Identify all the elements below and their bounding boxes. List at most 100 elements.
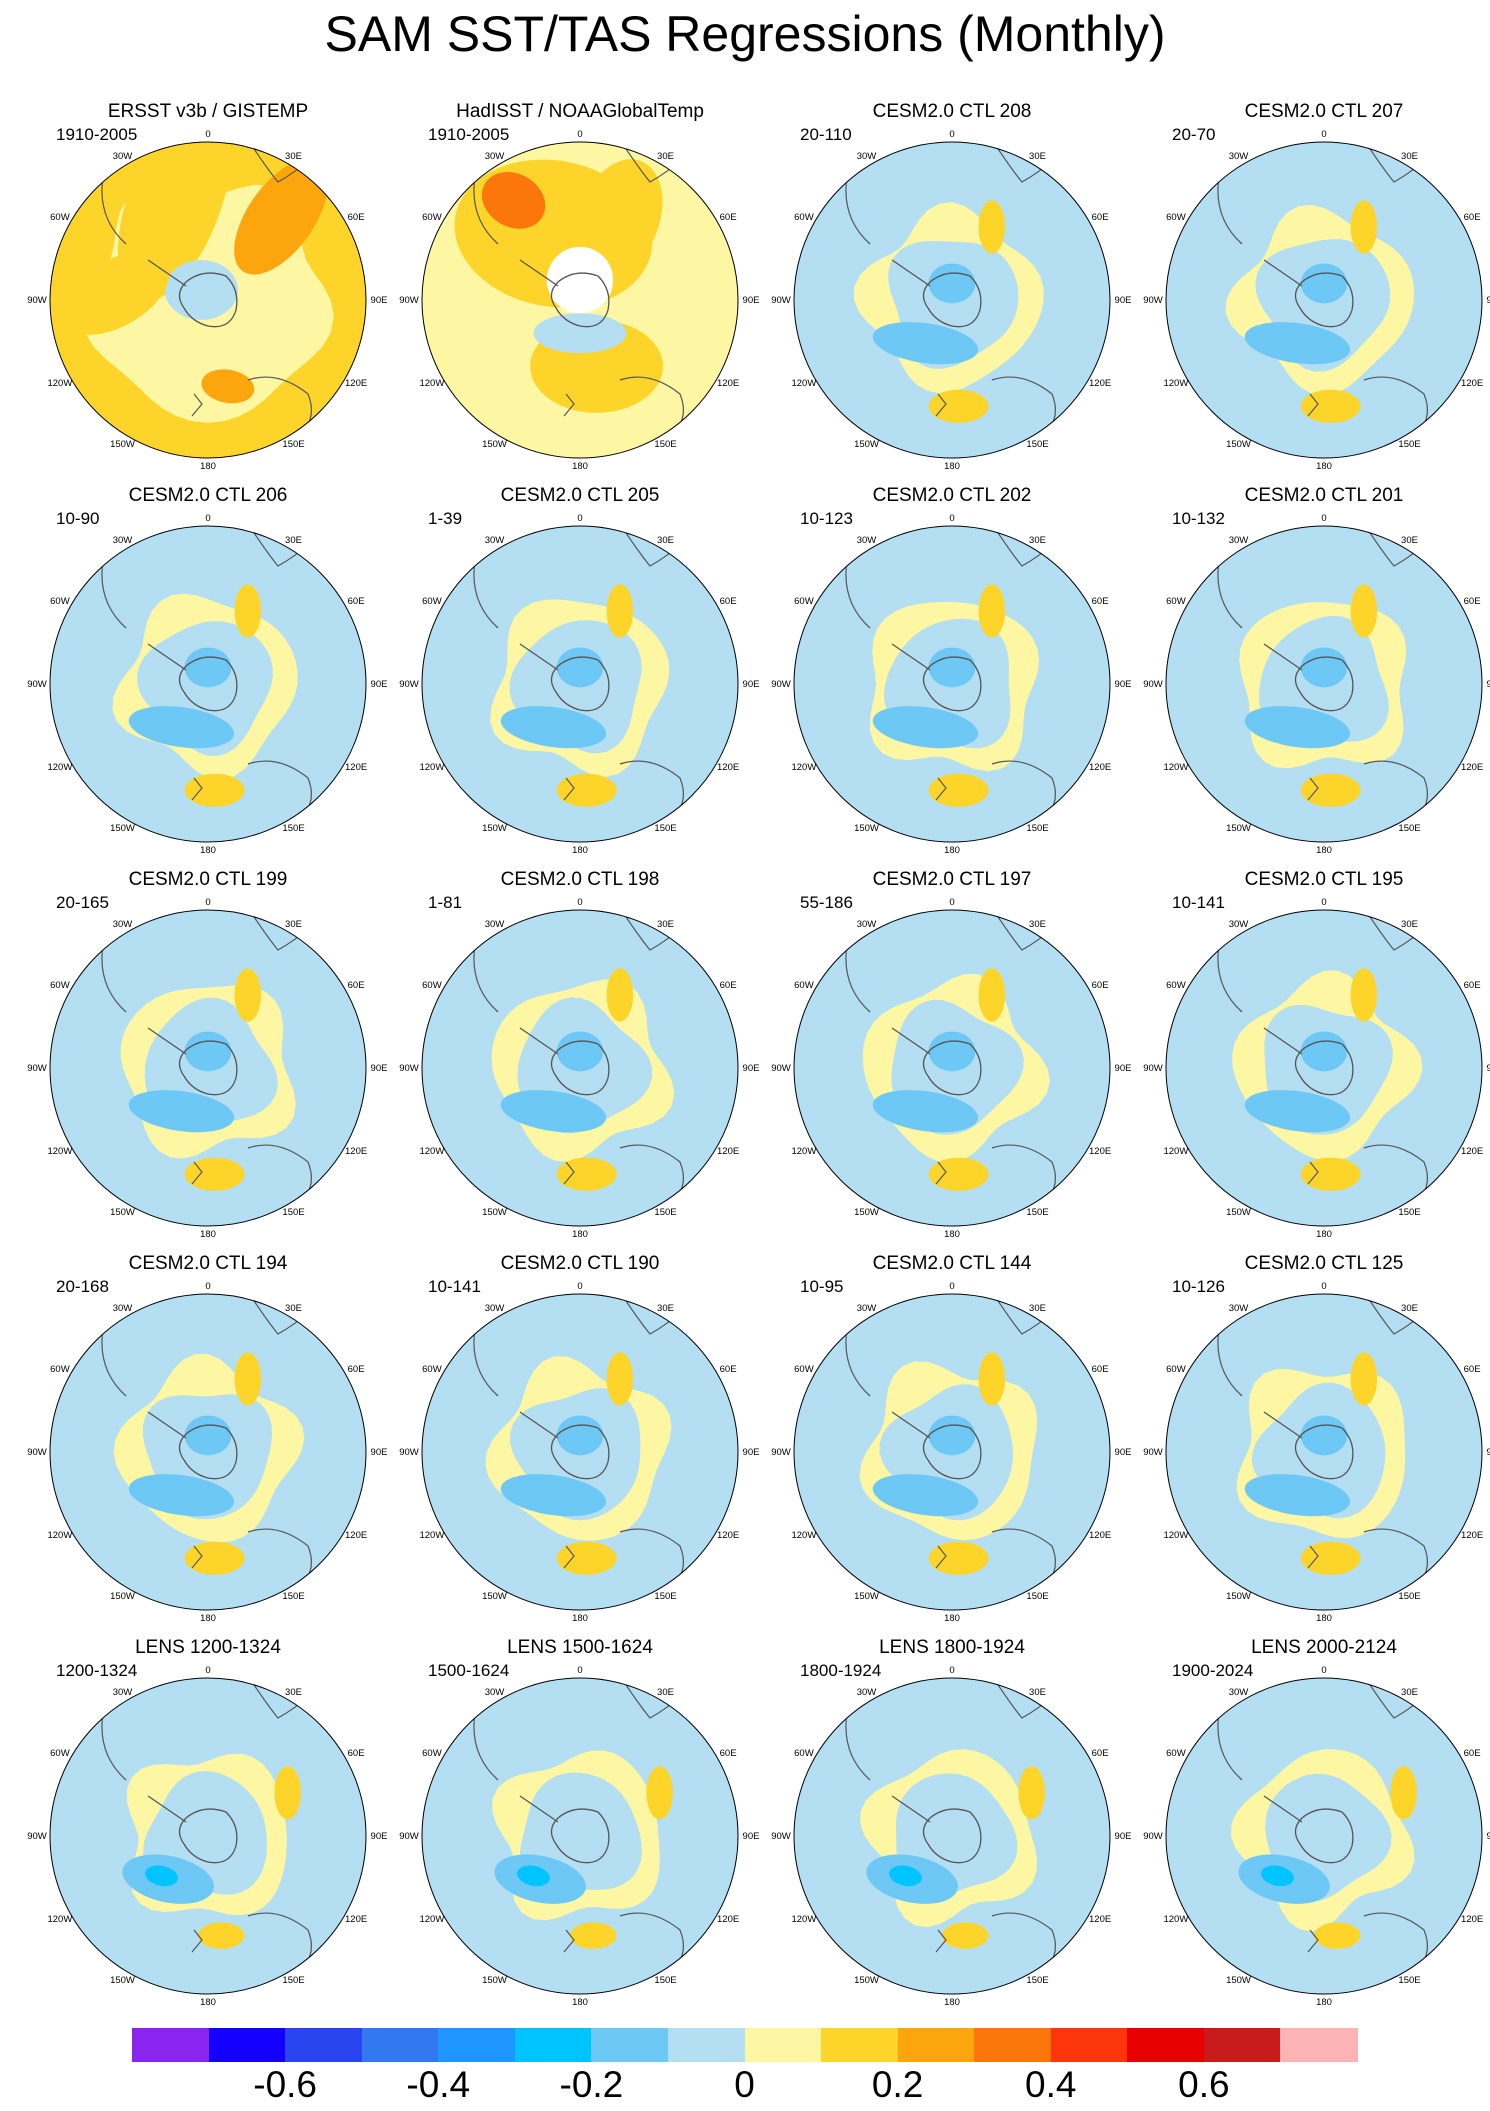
new-zealand-coastline: [191, 393, 203, 417]
longitude-label: 180: [572, 1997, 588, 2008]
longitude-label: 180: [1316, 1997, 1332, 2008]
longitude-label: 30E: [657, 1687, 674, 1698]
colorbar-swatch: [1203, 2028, 1281, 2062]
antarctica-coastline: [1263, 1795, 1354, 1864]
longitude-label: 150W: [482, 1591, 507, 1602]
panel-title: CESM2.0 CTL 190: [500, 1253, 660, 1274]
longitude-label: 180: [572, 845, 588, 856]
longitude-label: 180: [1316, 845, 1332, 856]
longitude-label: 90E: [371, 295, 388, 306]
longitude-label: 90E: [1115, 1063, 1132, 1074]
contour-region: [1350, 584, 1378, 638]
colorbar: -0.6 -0.4 -0.2 0 0.2 0.4 0.6: [132, 2028, 1358, 2108]
longitude-label: 0: [205, 1281, 210, 1292]
longitude-label: 30W: [485, 919, 505, 930]
contour-region: [184, 1415, 232, 1456]
panel-years: 10-123: [800, 509, 853, 528]
antarctica-coastline: [519, 259, 610, 328]
new-zealand-coastline: [1307, 1929, 1319, 1953]
anomaly-field: [422, 1294, 738, 1610]
antarctica-coastline: [519, 643, 610, 712]
longitude-label: 30E: [1401, 1687, 1418, 1698]
longitude-label: 90E: [1115, 1831, 1132, 1842]
longitude-label: 120W: [1163, 378, 1188, 389]
longitude-label: 150E: [1398, 1207, 1420, 1218]
longitude-label: 150W: [110, 1207, 135, 1218]
contour-region: [556, 1415, 604, 1456]
longitude-label: 90E: [743, 1447, 760, 1458]
longitude-label: 90E: [1115, 1447, 1132, 1458]
longitude-label: 150E: [282, 1207, 304, 1218]
map-panel: LENS 1500-1624 1500-1624 0 30E 60E 90E 120E 150…: [394, 1636, 766, 2020]
map-boundary: [421, 141, 739, 459]
panel-title: CESM2.0 CTL 208: [872, 101, 1032, 122]
map-panel: CESM2.0 CTL 194 20-168 0 30E 60E 90E 120E 150E 1…: [22, 1252, 394, 1636]
longitude-label: 0: [949, 1665, 954, 1676]
longitude-label: 120W: [419, 1146, 444, 1157]
anomaly-field: [794, 1678, 1110, 1994]
anomaly-field: [50, 142, 366, 458]
map-panel: CESM2.0 CTL 125 10-126 0 30E 60E 90E 120E 150E 1…: [1138, 1252, 1490, 1636]
panel-years: 10-126: [1172, 1277, 1225, 1296]
antarctica-coastline: [147, 1411, 238, 1480]
longitude-label: 30E: [285, 151, 302, 162]
longitude-label: 30E: [285, 919, 302, 930]
longitude-label: 90E: [371, 1447, 388, 1458]
colorbar-label: 0.6: [1178, 2064, 1230, 2105]
contour-region: [872, 1474, 979, 1517]
longitude-label: 120E: [1089, 1914, 1111, 1925]
panel-title: LENS 1200-1324: [135, 1637, 281, 1658]
contour-region: [606, 584, 634, 638]
longitude-label: 90W: [399, 1447, 419, 1458]
longitude-label: 30E: [1029, 1303, 1046, 1314]
longitude-label: 0: [1321, 513, 1326, 524]
contour-region: [928, 263, 976, 304]
polar-map: 0 30E 60E 90E 120E 150E 180 150W 120W 90W 60W 30W: [27, 1665, 387, 2008]
longitude-label: 120W: [47, 378, 72, 389]
longitude-label: 0: [577, 1665, 582, 1676]
map-panel: CESM2.0 CTL 144 10-95 0 30E 60E 90E 120E 150E 18…: [766, 1252, 1138, 1636]
longitude-label: 90E: [743, 1063, 760, 1074]
longitude-label: 150W: [854, 439, 879, 450]
longitude-label: 30W: [113, 1687, 133, 1698]
contour-region: [928, 773, 989, 807]
longitude-label: 120W: [419, 1530, 444, 1541]
map-panel: CESM2.0 CTL 205 1-39 0 30E 60E 90E 120E 150E 180…: [394, 484, 766, 868]
longitude-label: 30E: [1029, 151, 1046, 162]
contour-region: [1350, 200, 1378, 254]
longitude-label: 90W: [399, 295, 419, 306]
longitude-label: 0: [577, 129, 582, 140]
longitude-label: 180: [1316, 1229, 1332, 1240]
contour-region: [1314, 1922, 1361, 1949]
longitude-label: 150W: [110, 823, 135, 834]
panel-title: CESM2.0 CTL 202: [872, 485, 1032, 506]
contour-region: [117, 142, 232, 302]
polar-map: 0 30E 60E 90E 120E 150E 180 150W 120W 90W 60W 30W: [1143, 897, 1490, 1240]
polar-map: 0 30E 60E 90E 120E 150E 180 150W 120W 90W 60W 30W: [771, 1665, 1131, 2008]
longitude-label: 60W: [1166, 596, 1186, 607]
contour-region: [184, 773, 245, 807]
longitude-label: 30W: [113, 535, 133, 546]
longitude-label: 60W: [794, 980, 814, 991]
new-zealand-coastline: [935, 393, 947, 417]
longitude-label: 0: [1321, 897, 1326, 908]
anomaly-field: [422, 910, 738, 1226]
contour-region: [533, 313, 627, 354]
longitude-label: 60W: [794, 596, 814, 607]
panel-years: 10-132: [1172, 509, 1225, 528]
longitude-label: 0: [205, 1665, 210, 1676]
longitude-label: 180: [944, 1997, 960, 2008]
contour-region: [184, 1031, 232, 1072]
longitude-label: 90E: [371, 1063, 388, 1074]
longitude-label: 150E: [1026, 1975, 1048, 1986]
colorbar-swatch: [974, 2028, 1052, 2062]
antarctica-coastline: [1263, 643, 1354, 712]
colorbar-swatch: [1280, 2028, 1358, 2062]
longitude-label: 60E: [720, 212, 737, 223]
map-boundary: [1165, 141, 1483, 459]
contour-region: [1300, 647, 1348, 688]
map-panel: CESM2.0 CTL 195 10-141 0 30E 60E 90E 120E 150E 1…: [1138, 868, 1490, 1252]
map-boundary: [421, 1293, 739, 1611]
figure-title: SAM SST/TAS Regressions (Monthly): [324, 6, 1166, 62]
contour-region: [1300, 1157, 1361, 1191]
